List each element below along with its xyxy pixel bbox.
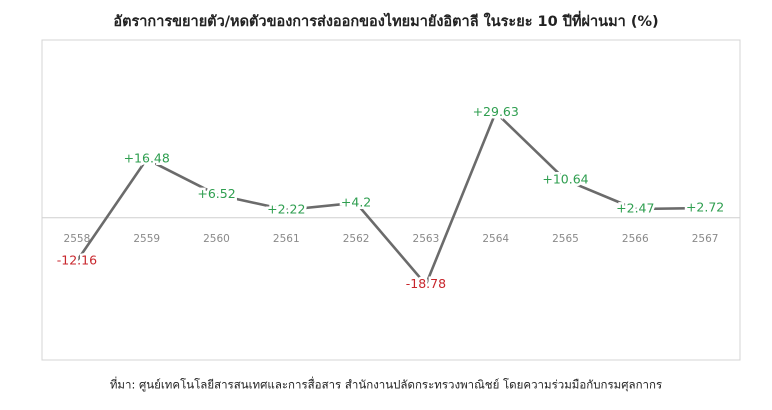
x-tick-label: 2560 (203, 233, 230, 245)
data-label: +29.63 (473, 104, 519, 119)
data-label: +2.22 (267, 201, 305, 216)
data-line (75, 111, 706, 286)
data-label: +10.64 (542, 171, 588, 186)
x-tick-label: 2565 (552, 233, 579, 245)
data-label: +6.52 (197, 186, 235, 201)
data-label: -12.16 (57, 253, 97, 268)
data-label: +16.48 (124, 151, 170, 166)
x-tick-label: 2561 (273, 233, 300, 245)
x-tick-label: 2566 (622, 233, 649, 245)
data-label: -18.78 (406, 276, 446, 291)
x-tick-label: 2563 (413, 233, 440, 245)
x-tick-label: 2562 (343, 233, 370, 245)
data-label: +2.47 (616, 200, 654, 215)
data-label: +2.72 (686, 200, 724, 215)
data-label: +4.2 (341, 194, 371, 209)
source-note: ที่มา: ศูนย์เทคโนโลยีสารสนเทศและการสื่อส… (110, 377, 662, 392)
x-tick-label: 2564 (482, 233, 509, 245)
chart-title: อัตราการขยายตัว/หดตัวของการส่งออกของไทยม… (113, 10, 658, 30)
x-tick-label: 2559 (133, 233, 160, 245)
plot-frame (41, 39, 741, 361)
x-tick-label: 2567 (692, 233, 719, 245)
x-tick-label: 2558 (64, 233, 91, 245)
